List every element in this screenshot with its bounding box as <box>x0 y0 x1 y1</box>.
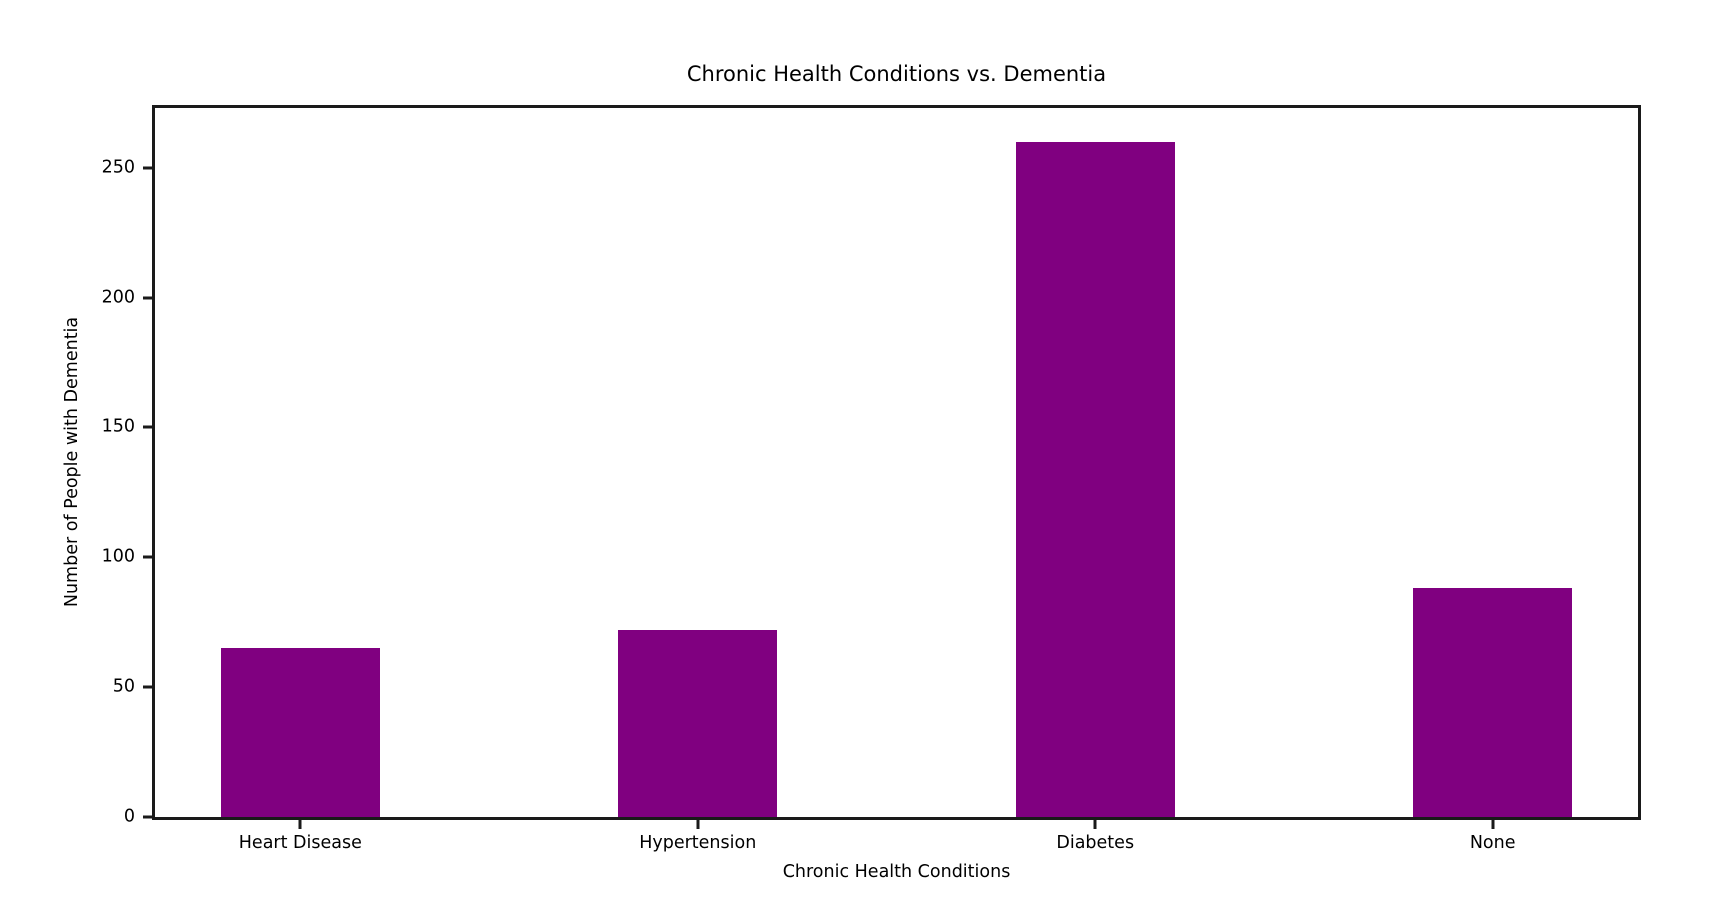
x-axis-label: Chronic Health Conditions <box>782 862 1011 882</box>
y-tick-label-0: 0 <box>123 806 135 827</box>
x-tick-label-diabetes: Diabetes <box>1056 833 1135 853</box>
bar-none <box>1413 588 1572 817</box>
y-tick-mark <box>143 296 152 300</box>
y-tick-label-100: 100 <box>101 546 135 567</box>
y-tick-mark <box>143 685 152 689</box>
plot-area: Heart Disease Hypertension Diabetes None 0 50… <box>102 105 1641 853</box>
chart-title: Chronic Health Conditions vs. Dementia <box>686 62 1107 86</box>
bar-heart-disease <box>220 648 380 817</box>
y-tick-mark <box>143 166 152 170</box>
x-tick-mark <box>1491 820 1495 829</box>
y-tick-label-200: 200 <box>101 287 135 308</box>
y-tick-label-250: 250 <box>101 157 135 178</box>
y-axis-label: Number of People with Dementia <box>62 316 82 608</box>
x-tick-mark <box>696 820 700 829</box>
x-tick-mark <box>298 820 302 829</box>
x-tick-label-heart-disease: Heart Disease <box>238 833 362 853</box>
bar-diabetes <box>1015 141 1175 817</box>
y-tick-mark <box>143 425 152 429</box>
y-tick-mark <box>143 815 152 819</box>
y-tick-label-150: 150 <box>101 416 135 437</box>
y-tick-label-50: 50 <box>112 676 135 697</box>
x-tick-label-none: None <box>1469 833 1516 853</box>
bar-hypertension <box>618 630 778 817</box>
x-tick-mark <box>1093 820 1097 829</box>
x-tick-label-hypertension: Hypertension <box>639 833 757 853</box>
y-tick-mark <box>143 555 152 559</box>
